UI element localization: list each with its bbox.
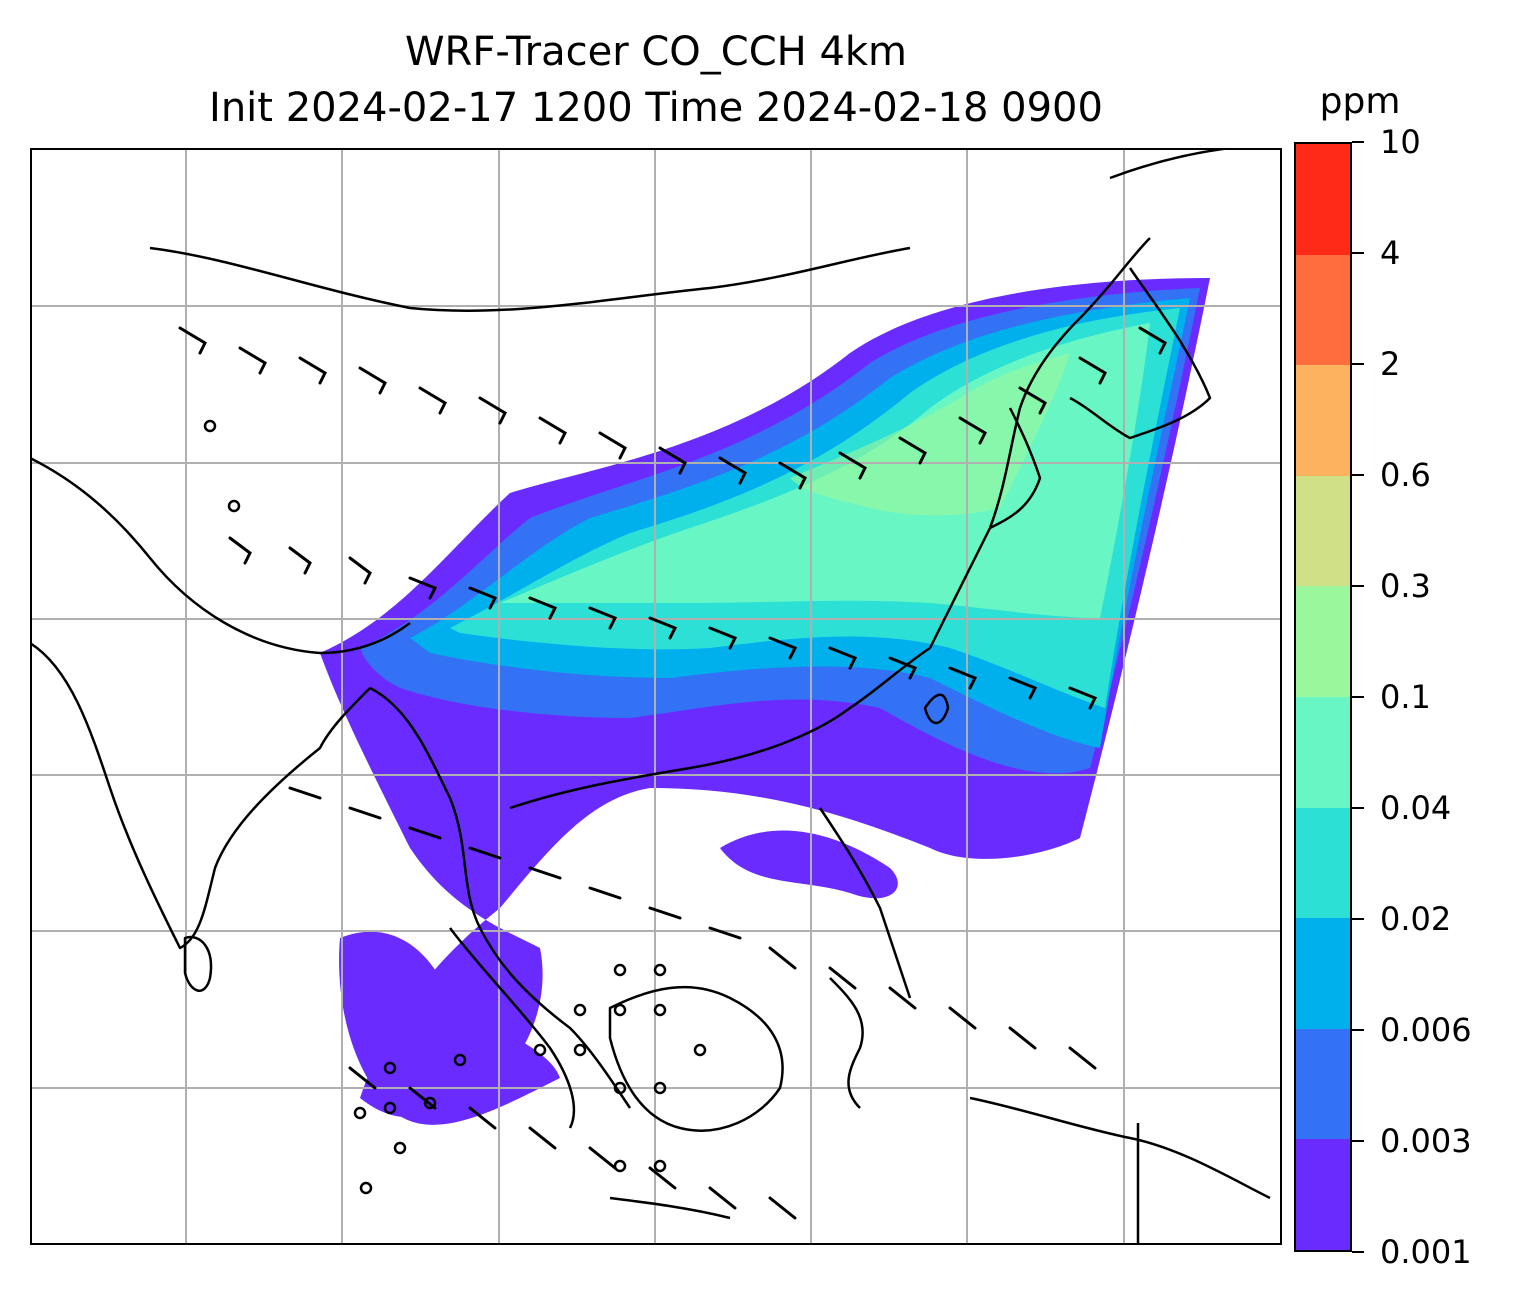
coastline-java xyxy=(609,1196,731,1220)
map-title-line-2: Init 2024-02-17 1200 Time 2024-02-18 090… xyxy=(209,85,1103,131)
colorbar-band xyxy=(1296,475,1350,587)
colorbar-tick xyxy=(1352,252,1364,254)
colorbar-band xyxy=(1296,807,1350,919)
colorbar-unit-label: ppm xyxy=(1319,81,1401,122)
coastline-india xyxy=(30,641,371,950)
map-border xyxy=(30,148,1282,1245)
plume-south-patch xyxy=(339,931,560,1125)
colorbar-band xyxy=(1296,254,1350,366)
coastline-borneo xyxy=(608,985,784,1132)
coastline-sumatra xyxy=(449,927,576,1129)
calm-wind-markers xyxy=(203,419,707,1195)
map-panel xyxy=(30,148,1282,1245)
gridlines xyxy=(30,148,1282,1245)
tracer-plume xyxy=(320,278,1210,1125)
border-himalaya xyxy=(30,456,411,655)
colorbar-tick-label: 4 xyxy=(1380,234,1401,272)
colorbar-band xyxy=(1296,1028,1350,1140)
coastline-korea xyxy=(989,407,1042,530)
colorbar-tick xyxy=(1352,696,1364,698)
colorbar-tick xyxy=(1352,1251,1364,1253)
colorbar-band xyxy=(1296,586,1350,698)
colorbar-tick-label: 0.04 xyxy=(1380,789,1452,827)
colorbar-tick-label: 0.1 xyxy=(1380,678,1431,716)
coastline-sri-lanka xyxy=(183,935,213,992)
colorbar-tick-label: 0.02 xyxy=(1380,900,1452,938)
wind-barbs xyxy=(178,326,1167,1220)
colorbar-band xyxy=(1296,697,1350,808)
colorbar-tick xyxy=(1352,1140,1364,1142)
colorbar-tick xyxy=(1352,807,1364,809)
map-title-line-1: WRF-Tracer CO_CCH 4km xyxy=(404,29,908,75)
colorbar-tick xyxy=(1352,1029,1364,1031)
coastline-indochina xyxy=(369,686,632,1109)
colorbar-tick xyxy=(1352,918,1364,920)
map-canvas xyxy=(30,148,1282,1245)
coastline-mongolia-border xyxy=(149,246,911,312)
colorbar-tick-label: 0.006 xyxy=(1380,1011,1472,1049)
colorbar-tick-label: 0.003 xyxy=(1380,1122,1472,1160)
colorbar-tick-label: 10 xyxy=(1380,123,1421,161)
colorbar-tick-label: 2 xyxy=(1380,345,1401,383)
colorbar-tick-label: 0.001 xyxy=(1380,1233,1472,1271)
colorbar-band xyxy=(1296,144,1350,255)
colorbar-tick xyxy=(1352,363,1364,365)
colorbar-tick-label: 0.3 xyxy=(1380,567,1431,605)
colorbar-tick xyxy=(1352,141,1364,143)
plume-sulawesi-patch xyxy=(720,830,898,899)
coastlines xyxy=(30,148,1271,1245)
colorbar-tick xyxy=(1352,585,1364,587)
coastline-new-guinea xyxy=(969,1096,1271,1200)
coastline-philippines xyxy=(818,807,912,999)
colorbar-band xyxy=(1296,918,1350,1029)
colorbar-band xyxy=(1296,1139,1350,1250)
colorbar-tick xyxy=(1352,474,1364,476)
colorbar xyxy=(1294,142,1352,1252)
coastline-china-east xyxy=(928,317,1081,649)
coastline-china-south xyxy=(509,646,931,810)
coastline-taiwan xyxy=(923,693,950,725)
coastline-sulawesi xyxy=(829,977,864,1109)
coastline-japan xyxy=(1069,267,1212,440)
colorbar-band xyxy=(1296,365,1350,476)
colorbar-tick-label: 0.6 xyxy=(1380,456,1431,494)
